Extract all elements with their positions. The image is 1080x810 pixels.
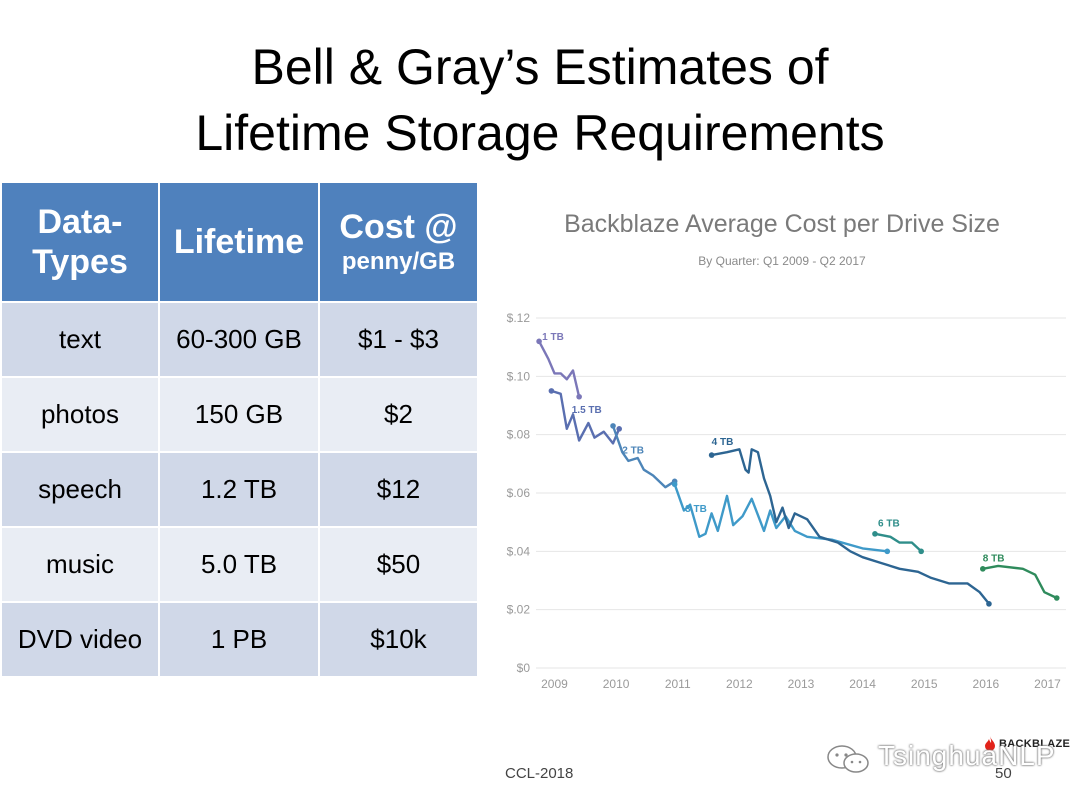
- x-tick-label: 2010: [603, 677, 630, 691]
- x-tick-label: 2012: [726, 677, 753, 691]
- storage-table: Data- Types Lifetime Cost @ penny/GB text…: [0, 181, 479, 678]
- cell-type: DVD video: [0, 601, 160, 678]
- series-start-point-6tb: [872, 531, 878, 537]
- header-lifetime: Lifetime: [158, 181, 320, 303]
- series-label-1tb: 1 TB: [542, 332, 564, 343]
- y-tick-label: $.10: [507, 369, 531, 383]
- series-line-6tb: [873, 532, 923, 553]
- slide-title: Bell & Gray’s Estimates of Lifetime Stor…: [0, 34, 1080, 166]
- table-row: text 60-300 GB $1 - $3: [0, 301, 479, 378]
- header-cost: Cost @ penny/GB: [318, 181, 479, 303]
- x-tick-label: 2014: [849, 677, 876, 691]
- x-tick-label: 2015: [911, 677, 938, 691]
- title-line-1: Bell & Gray’s Estimates of: [251, 39, 829, 95]
- cell-lifetime: 1.2 TB: [158, 451, 320, 528]
- header-cost-line-1: Cost @: [339, 208, 458, 246]
- series-label-4tb: 4 TB: [712, 437, 734, 448]
- table-row: photos 150 GB $2: [0, 376, 479, 453]
- cell-type: speech: [0, 451, 160, 528]
- table-row: speech 1.2 TB $12: [0, 451, 479, 528]
- cell-lifetime: 60-300 GB: [158, 301, 320, 378]
- wechat-icon: [827, 745, 869, 773]
- series-start-point-2tb: [610, 423, 616, 429]
- x-tick-label: 2013: [788, 677, 815, 691]
- brand-name: BACKBLAZE: [999, 738, 1071, 750]
- series-end-point-3tb: [884, 548, 891, 555]
- cell-cost: $1 - $3: [318, 301, 479, 378]
- series-end-point-6tb: [918, 548, 924, 555]
- chart-svg: Backblaze Average Cost per Drive Size By…: [507, 210, 1066, 691]
- series-start-point-1tb: [536, 338, 542, 345]
- series-end-point-4tb: [986, 601, 992, 607]
- series-line-3tb: [673, 483, 889, 553]
- cell-cost: $2: [318, 376, 479, 453]
- series-start-point-4tb: [708, 452, 715, 458]
- title-line-2: Lifetime Storage Requirements: [195, 105, 885, 161]
- backblaze-chart: Backblaze Average Cost per Drive Size By…: [488, 190, 1080, 750]
- y-tick-label: $.08: [507, 428, 531, 442]
- footer-page-number: 50: [995, 765, 1012, 782]
- header-data-types-line-1: Data-: [37, 203, 123, 241]
- y-tick-label: $.06: [507, 486, 531, 500]
- series-line-4tb: [710, 448, 991, 605]
- series-label-3tb: 3 TB: [685, 504, 707, 515]
- series-end-point-1-5tb: [616, 426, 622, 432]
- y-tick-label: $.12: [507, 311, 531, 325]
- series-start-point-1-5tb: [548, 388, 555, 394]
- flame-icon: [985, 736, 995, 751]
- cell-cost: $12: [318, 451, 479, 528]
- table-row: music 5.0 TB $50: [0, 526, 479, 603]
- series-label-2tb: 2 TB: [622, 446, 644, 457]
- header-data-types-line-2: Types: [32, 243, 128, 281]
- chart-subtitle: By Quarter: Q1 2009 - Q2 2017: [698, 254, 866, 268]
- x-tick-label: 2011: [665, 677, 691, 691]
- series-label-8tb: 8 TB: [983, 554, 1005, 565]
- x-tick-label: 2017: [1034, 677, 1061, 691]
- table-header-row: Data- Types Lifetime Cost @ penny/GB: [0, 181, 479, 303]
- series-start-point-8tb: [980, 566, 986, 572]
- x-tick-label: 2009: [541, 677, 568, 691]
- table-row: DVD video 1 PB $10k: [0, 601, 479, 678]
- y-tick-label: $.02: [507, 603, 531, 617]
- series-line-1-5tb: [550, 389, 621, 445]
- x-tick-label: 2016: [973, 677, 1000, 691]
- cell-lifetime: 5.0 TB: [158, 526, 320, 603]
- series-end-point-1tb: [576, 393, 582, 400]
- series-line-2tb: [611, 424, 676, 489]
- series-line-1tb: [537, 340, 581, 399]
- label-layer: 1 TB 1.5 TB 2 TB 3 TB 4 TB 6 TB 8 TB: [542, 332, 1004, 565]
- cell-type: music: [0, 526, 160, 603]
- header-cost-line-2: penny/GB: [341, 248, 456, 275]
- series-layer: [536, 338, 1060, 607]
- series-line-8tb: [981, 564, 1058, 600]
- footer-conference: CCL-2018: [505, 765, 574, 782]
- cell-lifetime: 150 GB: [158, 376, 320, 453]
- series-label-1-5tb: 1.5 TB: [572, 405, 602, 416]
- cell-lifetime: 1 PB: [158, 601, 320, 678]
- y-tick-label: $.04: [507, 544, 531, 558]
- series-end-point-8tb: [1053, 595, 1060, 601]
- chart-title: Backblaze Average Cost per Drive Size: [564, 210, 1000, 238]
- series-start-point-3tb: [671, 481, 678, 488]
- series-label-6tb: 6 TB: [878, 519, 900, 530]
- header-data-types: Data- Types: [0, 181, 160, 303]
- brand-logo: BACKBLAZE: [984, 736, 1070, 752]
- axis-layer: $0 $.02 $.04 $.06 $.08 $.10 $.12 2009 2010 2011 20…: [507, 311, 1062, 691]
- cell-type: text: [0, 301, 160, 378]
- cell-type: photos: [0, 376, 160, 453]
- watermark-text: TsinghuaNLP: [878, 740, 1056, 772]
- grid-layer: [536, 317, 1066, 669]
- y-tick-label: $0: [517, 661, 531, 675]
- watermark-label: TsinghuaNLP: [878, 740, 1056, 771]
- cell-cost: $10k: [318, 601, 479, 678]
- cell-cost: $50: [318, 526, 479, 603]
